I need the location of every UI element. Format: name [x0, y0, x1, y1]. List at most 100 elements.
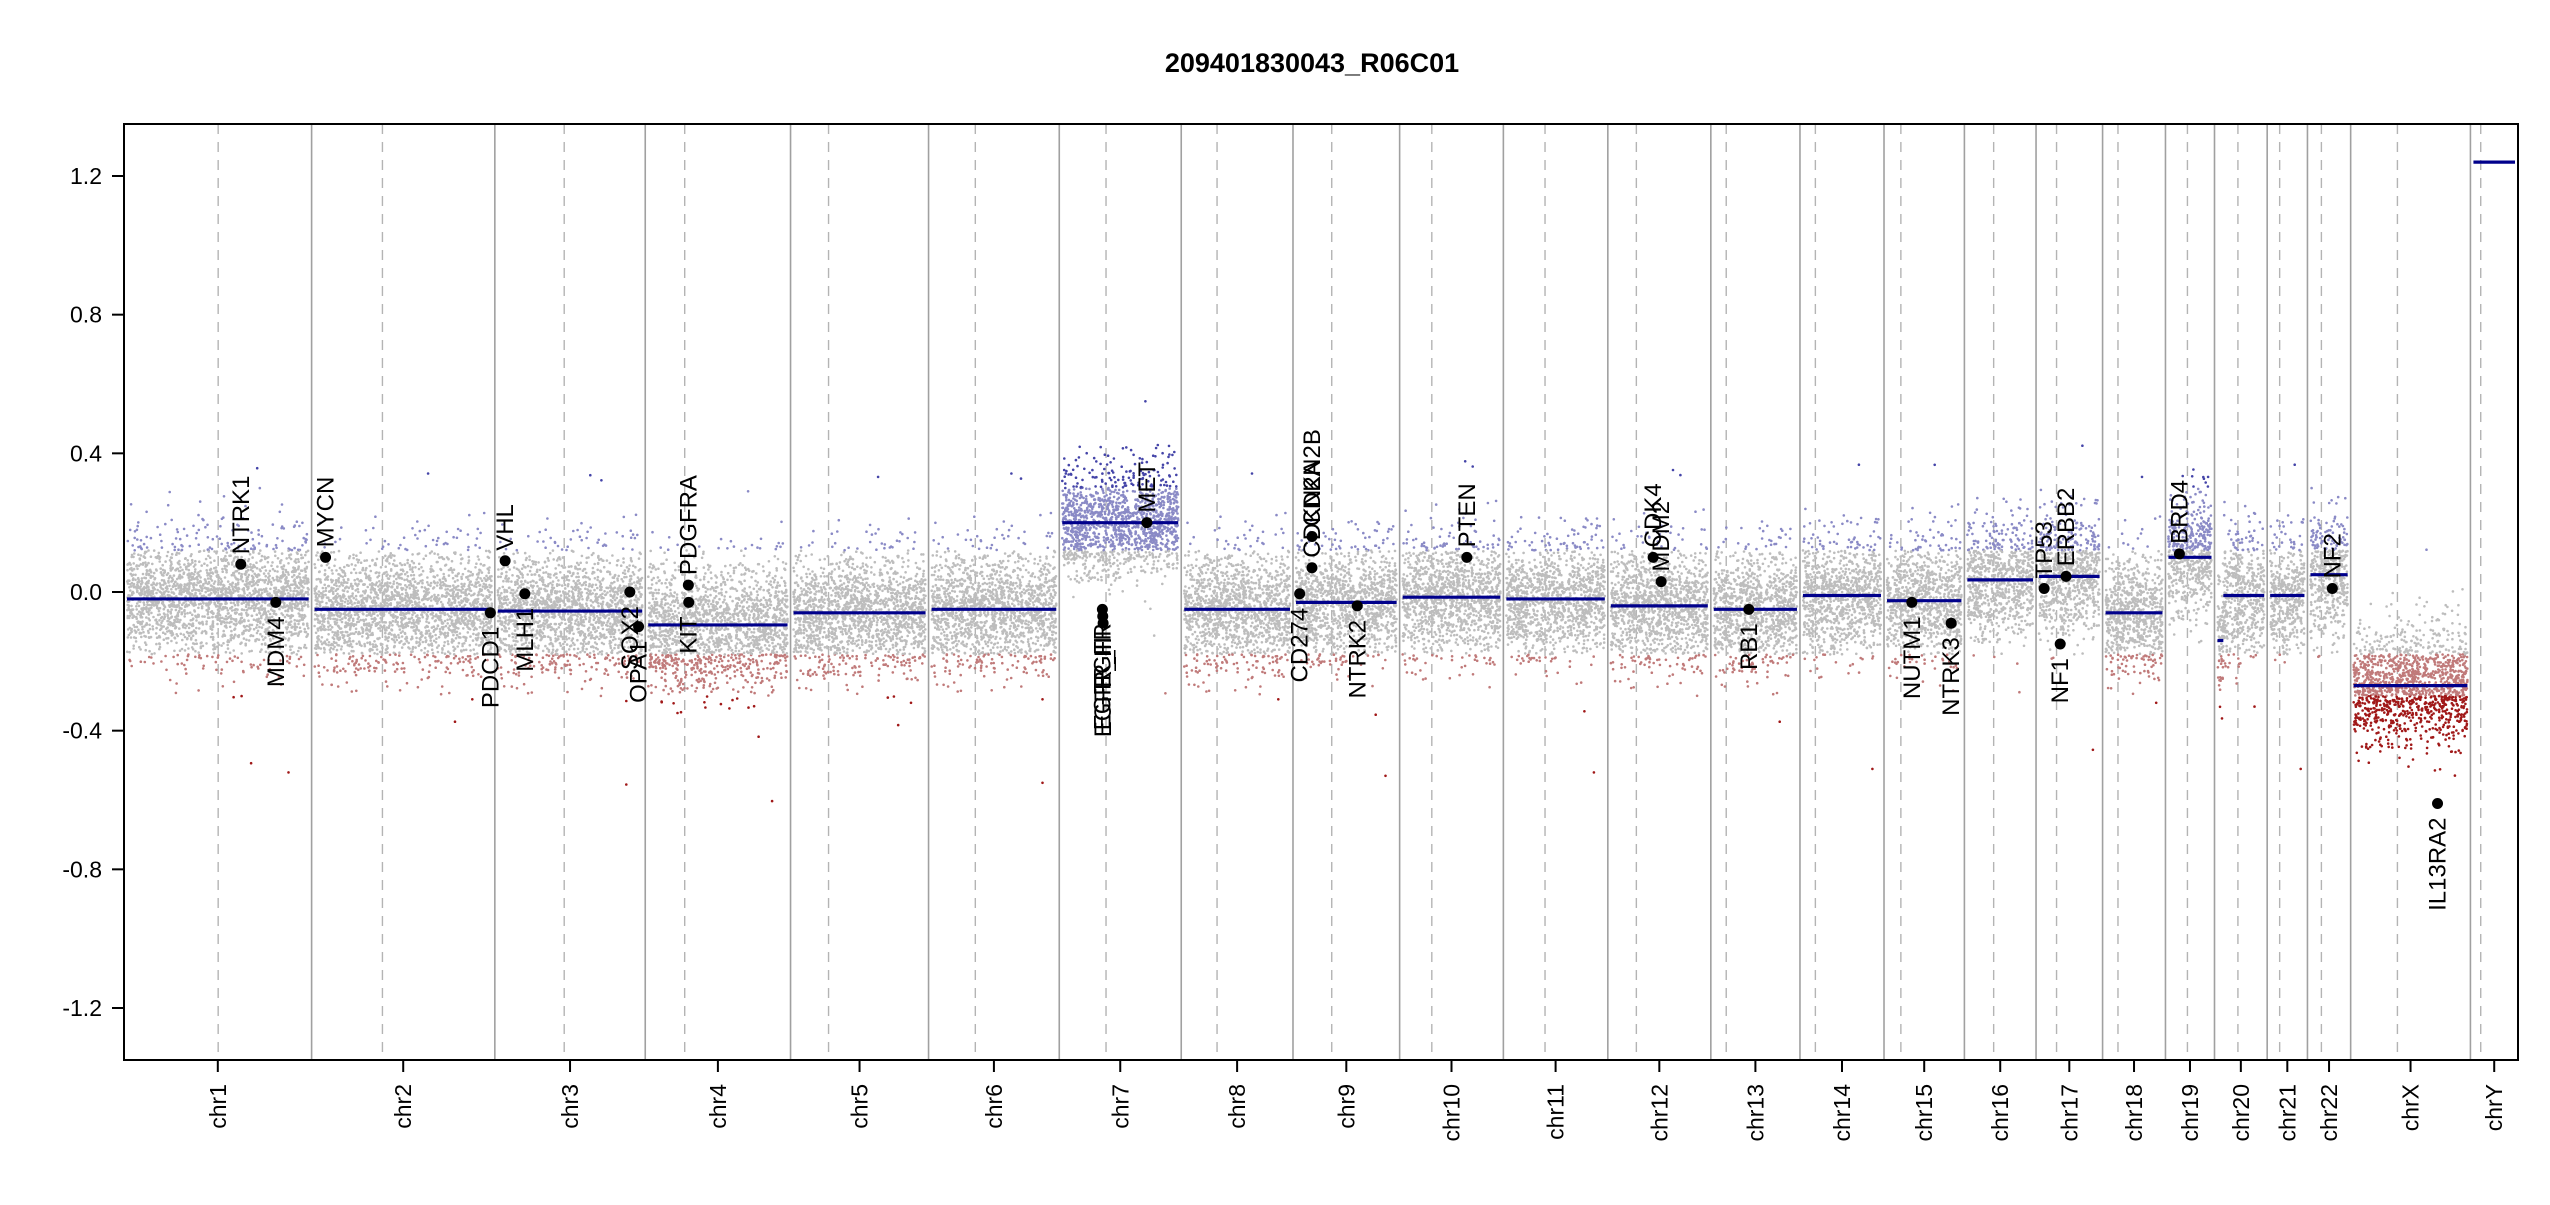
probe-point: [456, 575, 459, 578]
probe-point: [173, 636, 176, 639]
probe-point: [328, 599, 331, 602]
probe-point: [240, 573, 243, 576]
probe-point: [127, 540, 130, 543]
probe-point: [427, 472, 430, 475]
probe-point: [264, 579, 267, 582]
probe-point: [183, 571, 186, 574]
probe-point: [363, 623, 366, 626]
probe-point: [280, 527, 283, 530]
probe-point: [354, 589, 357, 592]
probe-point: [332, 648, 335, 651]
probe-point: [152, 592, 155, 595]
probe-point: [426, 654, 429, 657]
probe-point: [164, 582, 167, 585]
probe-point: [332, 604, 335, 607]
probe-point: [361, 631, 364, 634]
probe-point: [221, 518, 224, 521]
probe-point: [229, 626, 232, 629]
probe-point: [387, 543, 390, 546]
probe-point: [217, 642, 220, 645]
probe-point: [172, 586, 175, 589]
probe-point: [585, 602, 588, 605]
probe-point: [481, 571, 484, 574]
probe-point: [568, 648, 571, 651]
probe-point: [370, 588, 373, 591]
probe-point: [471, 573, 474, 576]
probe-point: [279, 592, 282, 595]
probe-point: [596, 648, 599, 651]
probe-point: [212, 620, 215, 623]
probe-point: [430, 642, 433, 645]
probe-point: [291, 576, 294, 579]
probe-point: [375, 572, 378, 575]
probe-point: [459, 660, 462, 663]
probe-point: [458, 642, 461, 645]
probe-point: [264, 612, 267, 615]
probe-point: [321, 643, 324, 646]
probe-point: [490, 605, 493, 608]
probe-point: [233, 681, 236, 684]
probe-point: [126, 569, 129, 572]
probe-point: [300, 554, 303, 557]
probe-point: [296, 551, 299, 554]
probe-point: [440, 601, 443, 604]
probe-point: [267, 572, 270, 575]
probe-point: [398, 583, 401, 586]
probe-point: [305, 574, 308, 577]
probe-point: [348, 619, 351, 622]
probe-point: [134, 579, 137, 582]
probe-point: [248, 558, 251, 561]
probe-point: [317, 559, 320, 562]
probe-point: [368, 625, 371, 628]
probe-point: [389, 582, 392, 585]
probe-point: [232, 602, 235, 605]
probe-point: [451, 560, 454, 563]
probe-point: [415, 642, 418, 645]
probe-point: [331, 569, 334, 572]
probe-point: [147, 632, 150, 635]
probe-point: [227, 563, 230, 566]
probe-point: [336, 671, 339, 674]
probe-point: [205, 642, 208, 645]
probe-point: [315, 554, 318, 557]
probe-point: [141, 626, 144, 629]
probe-point: [143, 577, 146, 580]
probe-point: [255, 561, 258, 564]
probe-point: [163, 604, 166, 607]
probe-point: [521, 567, 524, 570]
probe-point: [221, 580, 224, 583]
probe-point: [334, 558, 337, 561]
probe-point: [211, 616, 214, 619]
probe-point: [202, 623, 205, 626]
probe-point: [485, 583, 488, 586]
probe-point: [216, 535, 219, 538]
probe-point: [215, 552, 218, 555]
probe-point: [139, 594, 142, 597]
probe-point: [481, 579, 484, 582]
probe-point: [329, 624, 332, 627]
probe-point: [456, 614, 459, 617]
probe-point: [221, 594, 224, 597]
probe-point: [364, 645, 367, 648]
probe-point: [194, 560, 197, 563]
probe-point: [227, 609, 230, 612]
probe-point: [188, 635, 191, 638]
probe-point: [177, 604, 180, 607]
probe-point: [410, 594, 413, 597]
probe-point: [418, 563, 421, 566]
probe-point: [302, 622, 305, 625]
probe-point: [361, 599, 364, 602]
probe-point: [451, 620, 454, 623]
probe-point: [297, 558, 300, 561]
probe-point: [159, 586, 162, 589]
probe-point: [379, 630, 382, 633]
probe-point: [304, 644, 307, 647]
probe-point: [477, 528, 480, 531]
probe-point: [399, 605, 402, 608]
probe-point: [420, 678, 423, 681]
probe-point: [610, 647, 613, 650]
probe-point: [435, 641, 438, 644]
probe-point: [352, 650, 355, 653]
probe-point: [359, 667, 362, 670]
probe-point: [219, 614, 222, 617]
